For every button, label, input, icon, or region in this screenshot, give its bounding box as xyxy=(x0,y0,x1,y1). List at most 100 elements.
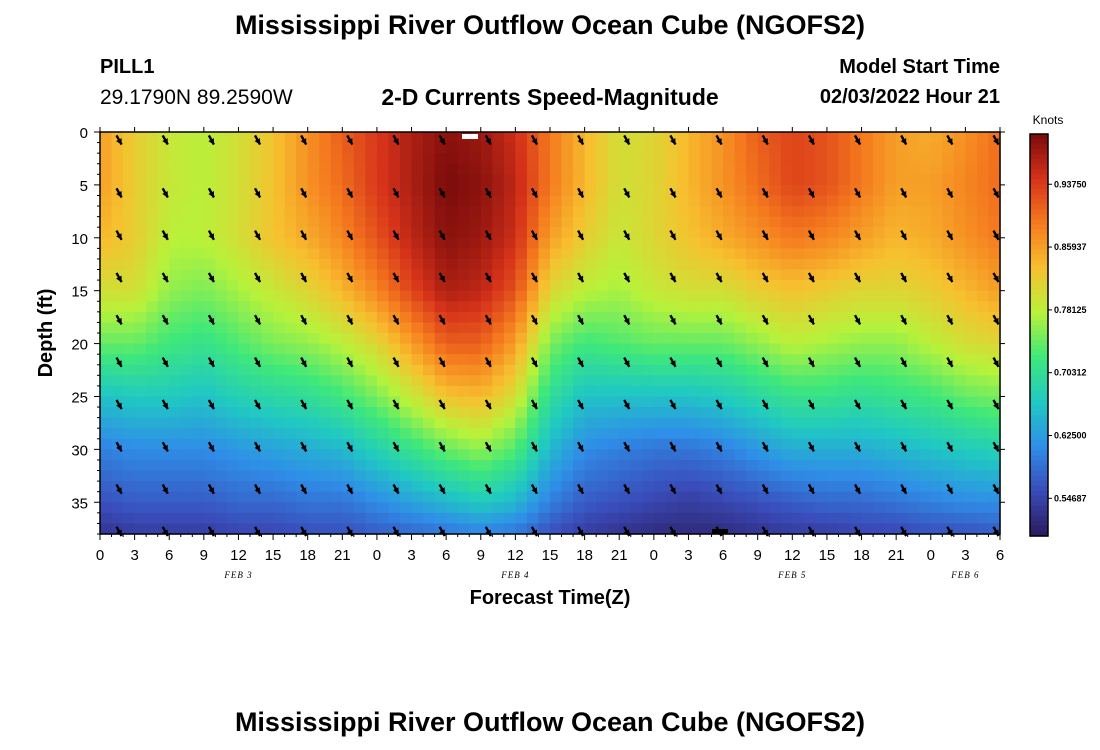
heatmap-cell xyxy=(550,512,563,525)
heatmap-cell xyxy=(538,364,551,376)
heatmap-cell xyxy=(642,280,655,292)
heatmap-cell xyxy=(653,364,666,376)
heatmap-cell xyxy=(700,428,713,440)
heatmap-cell xyxy=(157,301,170,313)
heatmap-cell xyxy=(169,449,182,461)
current-arrow xyxy=(623,272,631,283)
heatmap-cell xyxy=(492,216,505,228)
heatmap-cell xyxy=(376,491,390,503)
heatmap-cell xyxy=(665,322,678,334)
heatmap-cell xyxy=(261,512,274,525)
heatmap-cell xyxy=(238,523,251,535)
heatmap-cell xyxy=(700,491,713,503)
heatmap-cell xyxy=(146,227,159,239)
heatmap-cell xyxy=(907,417,920,429)
heatmap-cell xyxy=(815,407,828,419)
heatmap-cell xyxy=(942,237,955,249)
heatmap-cell xyxy=(480,174,493,186)
heatmap-cell xyxy=(238,142,251,154)
heatmap-cell xyxy=(203,174,216,186)
heatmap-cell xyxy=(284,311,297,324)
heatmap-cell xyxy=(884,428,897,440)
heatmap-cell xyxy=(757,343,770,355)
heatmap-cell xyxy=(273,449,286,461)
heatmap-cell xyxy=(111,449,124,461)
heatmap-cell xyxy=(503,417,516,429)
heatmap-cell xyxy=(284,470,297,482)
heatmap-cell xyxy=(146,470,159,482)
heatmap-cell xyxy=(492,163,505,175)
current-arrow xyxy=(853,134,862,146)
heatmap-cell xyxy=(815,311,828,324)
heatmap-cell xyxy=(630,491,643,503)
heatmap-cell xyxy=(826,502,840,514)
heatmap-cell xyxy=(376,502,390,514)
colorbar-swatch xyxy=(1030,415,1048,422)
heatmap-cell xyxy=(192,248,205,260)
heatmap-cell xyxy=(561,280,574,292)
heatmap-cell xyxy=(584,417,597,429)
heatmap-cell xyxy=(688,184,701,197)
heatmap-cell xyxy=(169,322,182,334)
heatmap-cell xyxy=(261,491,274,503)
heatmap-cell xyxy=(423,354,436,366)
heatmap-cell xyxy=(376,301,390,313)
current-arrow xyxy=(253,483,262,495)
heatmap-cell xyxy=(457,227,470,239)
model-start-label: Model Start Time xyxy=(839,56,1000,78)
heatmap-cell xyxy=(261,237,274,249)
heatmap-cell xyxy=(134,227,147,239)
heatmap-cell xyxy=(469,481,482,493)
heatmap-cell xyxy=(319,290,332,302)
heatmap-cell xyxy=(965,280,978,292)
heatmap-cell xyxy=(538,438,551,450)
heatmap-cell xyxy=(746,174,759,186)
heatmap-cell xyxy=(688,375,701,387)
heatmap-cell xyxy=(596,184,609,197)
heatmap-cell xyxy=(965,364,978,376)
heatmap-cell xyxy=(630,333,643,345)
heatmap-cell xyxy=(226,407,240,419)
heatmap-cell xyxy=(665,237,678,249)
heatmap-cell xyxy=(561,301,574,313)
heatmap-cell xyxy=(688,269,701,281)
heatmap-cell xyxy=(907,481,920,493)
current-arrow xyxy=(346,272,354,283)
heatmap-cell xyxy=(746,216,759,228)
colorbar-swatch xyxy=(1030,304,1048,311)
heatmap-cell xyxy=(376,227,390,239)
heatmap-cell xyxy=(919,174,932,186)
heatmap-cell xyxy=(365,269,378,281)
heatmap-cell xyxy=(584,459,597,472)
heatmap-cell xyxy=(953,428,966,440)
heatmap-cell xyxy=(734,407,747,419)
current-arrow-head xyxy=(531,360,537,367)
heatmap-cell xyxy=(630,195,643,207)
heatmap-cell xyxy=(976,184,990,197)
heatmap-cell xyxy=(873,153,886,165)
heatmap-cell xyxy=(492,248,505,260)
heatmap-cell xyxy=(630,258,643,271)
heatmap-cell xyxy=(907,184,920,197)
heatmap-cell xyxy=(642,142,655,154)
heatmap-cell xyxy=(630,206,643,218)
heatmap-cell xyxy=(434,512,447,525)
heatmap-cell xyxy=(884,502,897,514)
heatmap-cell xyxy=(250,502,263,514)
heatmap-cell xyxy=(157,248,170,260)
heatmap-cell xyxy=(100,459,113,472)
heatmap-cell xyxy=(561,163,574,175)
current-arrow xyxy=(392,441,400,452)
current-arrow-head xyxy=(808,360,814,367)
heatmap-cell xyxy=(215,438,228,450)
heatmap-cell xyxy=(538,269,551,281)
heatmap-cell xyxy=(273,438,286,450)
heatmap-cell xyxy=(734,280,747,292)
heatmap-cell xyxy=(746,132,759,144)
heatmap-cell xyxy=(815,354,828,366)
heatmap-cell xyxy=(307,206,320,218)
heatmap-cell xyxy=(376,375,390,387)
heatmap-cell xyxy=(134,481,147,493)
heatmap-cell xyxy=(815,237,828,249)
heatmap-cell xyxy=(365,333,378,345)
